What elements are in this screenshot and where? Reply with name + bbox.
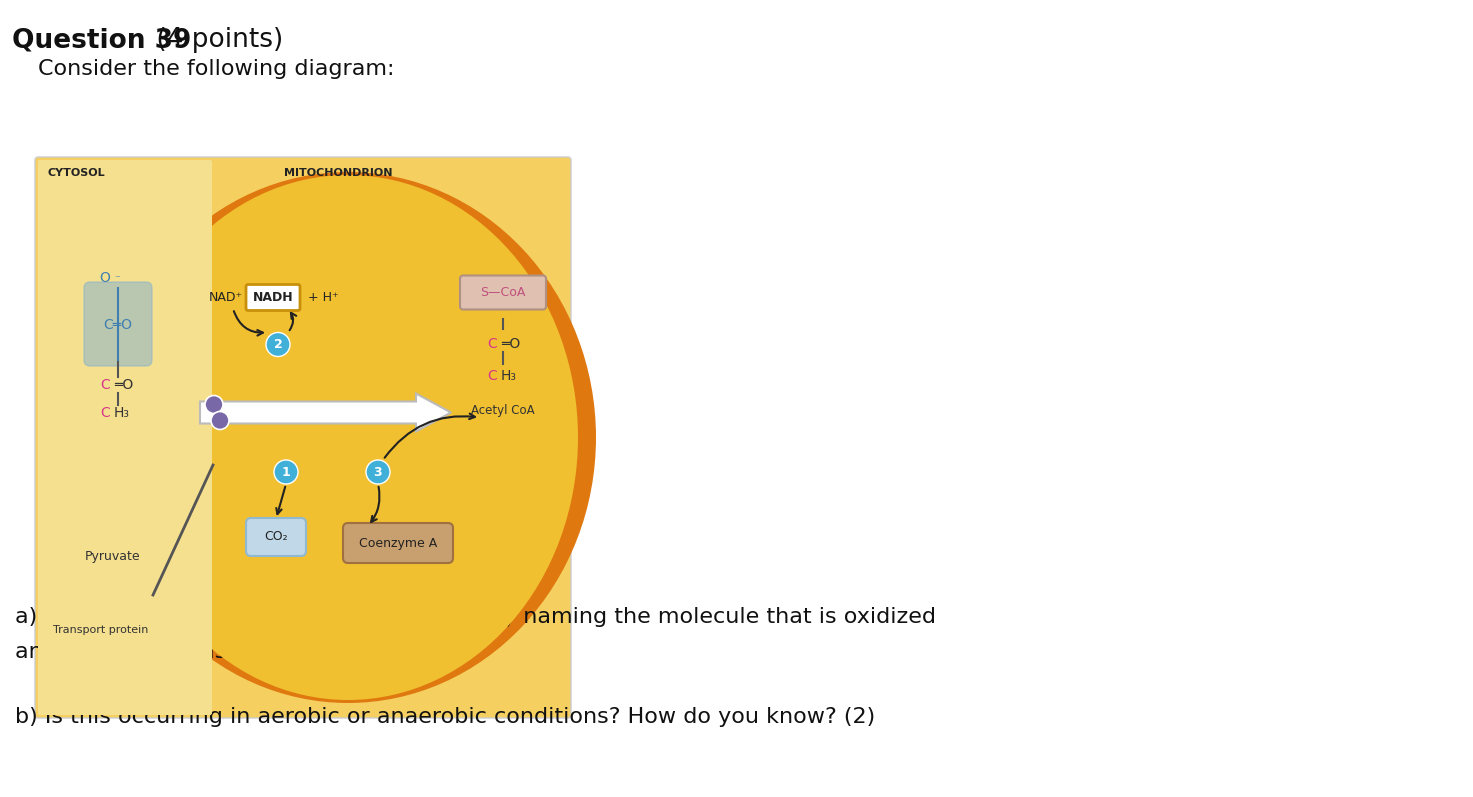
Text: CYTOSOL: CYTOSOL	[49, 168, 106, 178]
Circle shape	[267, 332, 290, 356]
FancyBboxPatch shape	[38, 160, 212, 715]
FancyBboxPatch shape	[343, 523, 454, 563]
Text: C═O: C═O	[103, 318, 133, 332]
Text: S—CoA: S—CoA	[480, 286, 526, 299]
Text: + H⁺: + H⁺	[308, 291, 339, 304]
Ellipse shape	[100, 172, 597, 703]
FancyBboxPatch shape	[35, 157, 572, 718]
Text: 1: 1	[281, 465, 290, 478]
Text: H₃: H₃	[501, 368, 517, 383]
Text: Pyruvate: Pyruvate	[85, 550, 141, 563]
Text: MITOCHONDRION: MITOCHONDRION	[284, 168, 392, 178]
Circle shape	[274, 460, 298, 484]
FancyBboxPatch shape	[246, 285, 300, 311]
Text: ⁻: ⁻	[113, 274, 119, 284]
FancyBboxPatch shape	[84, 282, 152, 366]
Text: ═O: ═O	[113, 378, 133, 392]
Text: Transport protein: Transport protein	[53, 625, 149, 635]
Text: a) Provide an example of a redox reaction by naming the molecule that is oxidize: a) Provide an example of a redox reactio…	[15, 607, 935, 627]
Text: C: C	[488, 336, 496, 351]
Ellipse shape	[118, 175, 577, 700]
Text: b) Is this occurring in aerobic or anaerobic conditions? How do you know? (2): b) Is this occurring in aerobic or anaer…	[15, 707, 875, 727]
FancyArrow shape	[200, 394, 451, 431]
FancyBboxPatch shape	[246, 518, 306, 556]
FancyBboxPatch shape	[460, 276, 546, 309]
FancyBboxPatch shape	[38, 160, 202, 715]
Text: (4 points): (4 points)	[147, 27, 283, 53]
Circle shape	[365, 460, 390, 484]
Text: Question 39: Question 39	[12, 27, 191, 53]
Text: Consider the following diagram:: Consider the following diagram:	[38, 59, 395, 79]
Circle shape	[211, 411, 228, 430]
Text: C: C	[488, 368, 496, 383]
Text: 3: 3	[374, 465, 383, 478]
Text: H₃: H₃	[113, 406, 130, 420]
Text: O: O	[99, 271, 110, 285]
Text: NAD⁺: NAD⁺	[209, 291, 243, 304]
Text: C: C	[100, 378, 110, 392]
Text: Coenzyme A: Coenzyme A	[359, 536, 437, 549]
Text: NADH: NADH	[253, 291, 293, 304]
Text: and the one that is reduced. (2): and the one that is reduced. (2)	[15, 642, 370, 662]
Text: 2: 2	[274, 338, 283, 351]
Text: CO₂: CO₂	[264, 531, 287, 544]
Circle shape	[205, 395, 222, 414]
Text: ═O: ═O	[501, 336, 520, 351]
Text: Acetyl CoA: Acetyl CoA	[471, 403, 535, 417]
Text: C: C	[100, 406, 110, 420]
